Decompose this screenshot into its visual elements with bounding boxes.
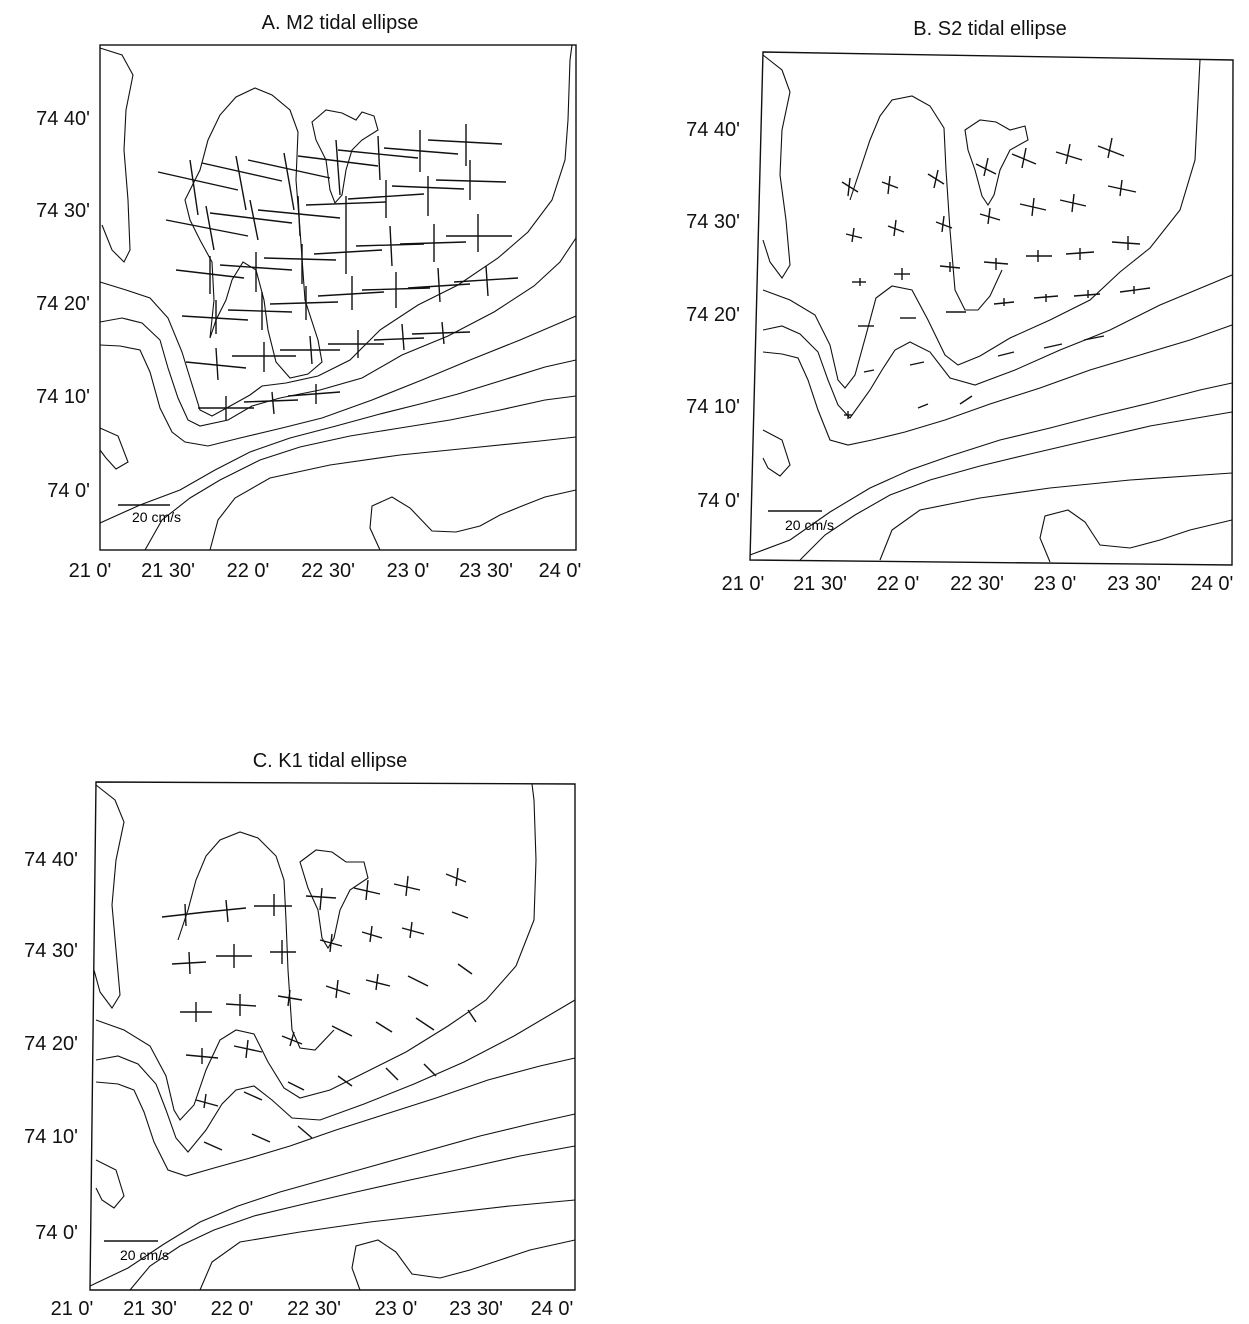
x-tick: 23 30' bbox=[449, 1298, 503, 1320]
panel-title: B. S2 tidal ellipse bbox=[913, 18, 1067, 40]
x-tick: 22 0' bbox=[226, 560, 270, 582]
y-tick: 74 40' bbox=[686, 119, 740, 141]
y-tick: 74 20' bbox=[36, 293, 90, 315]
panel-title: C. K1 tidal ellipse bbox=[252, 750, 408, 772]
map-k1: 20 cm/s bbox=[89, 781, 576, 1291]
map-frame bbox=[749, 51, 1234, 566]
ellipse-markers bbox=[157, 124, 519, 420]
map-frame bbox=[99, 44, 577, 551]
bathymetry-contours bbox=[89, 783, 576, 1291]
x-tick: 23 0' bbox=[1033, 573, 1077, 595]
x-tick: 22 30' bbox=[950, 573, 1004, 595]
x-tick: 24 0' bbox=[1190, 573, 1234, 595]
scale-bar: 20 cm/s bbox=[118, 504, 181, 525]
y-tick: 74 10' bbox=[24, 1126, 78, 1148]
scale-bar-label: 20 cm/s bbox=[120, 1247, 169, 1263]
x-tick: 21 30' bbox=[141, 560, 195, 582]
panel-title: A. M2 tidal ellipse bbox=[261, 12, 419, 34]
x-tick: 21 0' bbox=[721, 573, 765, 595]
x-tick: 22 30' bbox=[301, 560, 355, 582]
scale-bar-label: 20 cm/s bbox=[785, 517, 834, 533]
y-tick: 74 40' bbox=[36, 108, 90, 130]
bathymetry-contours bbox=[749, 54, 1233, 563]
x-tick: 23 30' bbox=[459, 560, 513, 582]
y-tick: 74 0' bbox=[35, 1222, 78, 1244]
x-tick: 23 0' bbox=[374, 1298, 418, 1320]
x-tick: 24 0' bbox=[530, 1298, 574, 1320]
scale-bar: 20 cm/s bbox=[768, 510, 834, 533]
y-tick: 74 10' bbox=[686, 396, 740, 418]
x-tick: 23 30' bbox=[1107, 573, 1161, 595]
y-tick: 74 40' bbox=[24, 849, 78, 871]
map-s2: 20 cm/s bbox=[749, 51, 1234, 566]
x-tick: 23 0' bbox=[386, 560, 430, 582]
scale-bar: 20 cm/s bbox=[104, 1240, 169, 1263]
y-tick: 74 20' bbox=[24, 1033, 78, 1055]
y-tick: 74 10' bbox=[36, 386, 90, 408]
x-tick: 22 30' bbox=[287, 1298, 341, 1320]
bathymetry-contours bbox=[99, 44, 577, 551]
y-tick: 74 20' bbox=[686, 304, 740, 326]
map-m2: 20 cm/s bbox=[99, 44, 577, 551]
scale-bar-label: 20 cm/s bbox=[132, 509, 181, 525]
y-tick: 74 0' bbox=[697, 490, 740, 512]
y-tick: 74 30' bbox=[686, 211, 740, 233]
x-tick: 21 0' bbox=[50, 1298, 94, 1320]
x-tick: 21 30' bbox=[123, 1298, 177, 1320]
y-tick: 74 30' bbox=[24, 940, 78, 962]
x-tick: 24 0' bbox=[538, 560, 582, 582]
map-frame bbox=[89, 781, 576, 1291]
ellipse-markers bbox=[161, 867, 477, 1151]
x-tick: 21 30' bbox=[793, 573, 847, 595]
x-tick: 22 0' bbox=[210, 1298, 254, 1320]
ellipse-markers bbox=[841, 137, 1151, 419]
y-tick: 74 30' bbox=[36, 200, 90, 222]
x-tick: 22 0' bbox=[876, 573, 920, 595]
y-tick: 74 0' bbox=[47, 480, 90, 502]
x-tick: 21 0' bbox=[68, 560, 112, 582]
